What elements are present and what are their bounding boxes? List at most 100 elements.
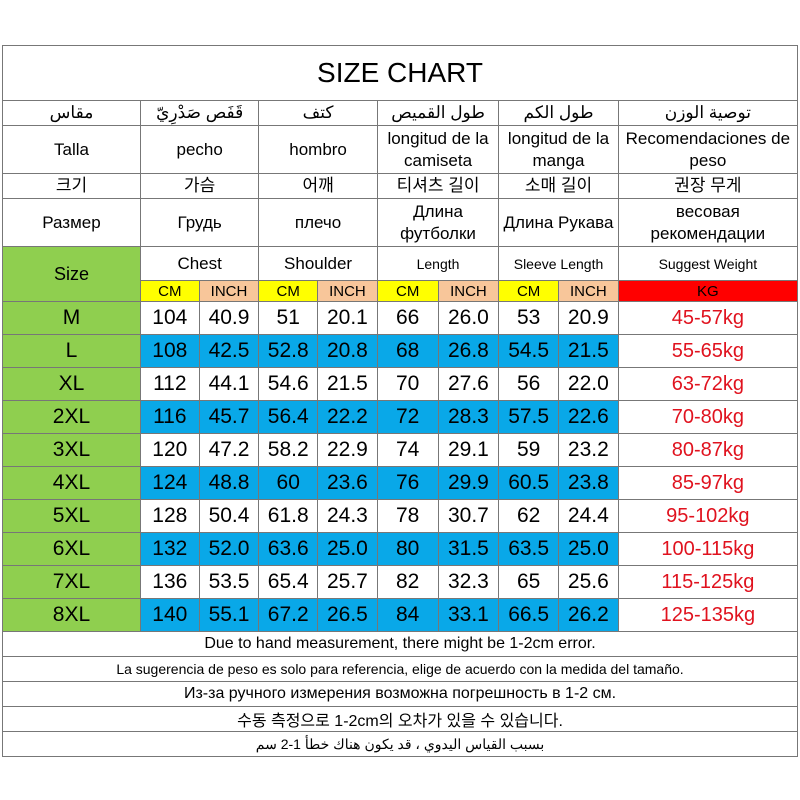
shoulder-inch-cell: 21.5 (317, 367, 378, 401)
footer-note-arabic: بسبب القياس اليدوي ، قد يكون هناك خطأ 1-… (2, 731, 798, 757)
shoulder-inch-cell: 20.1 (317, 301, 378, 335)
footer-note-russian: Из-за ручного измерения возможна погрешн… (2, 681, 798, 707)
unit-cm: CM (139, 280, 200, 302)
chart-title: SIZE CHART (2, 45, 798, 101)
shoulder-inch-cell: 20.8 (317, 334, 378, 368)
shoulder-cm-cell: 56.4 (258, 400, 319, 434)
sleeve-cm-cell: 63.5 (498, 532, 559, 566)
sleeve-cm-cell: 62 (498, 499, 559, 533)
sleeve-cm-cell: 59 (498, 433, 559, 467)
shoulder-inch-cell: 24.3 (317, 499, 378, 533)
unit-inch: INCH (317, 280, 378, 302)
table-row: 8XL 140 55.1 67.2 26.5 84 33.1 66.5 26.2 125-135k… (2, 598, 799, 632)
weight-cell: 80-87kg (617, 433, 799, 467)
spanish-label: longitud de la camiseta (376, 125, 500, 174)
shoulder-header: Shoulder (258, 246, 378, 281)
arabic-label: قَفَص صَدْرِيّ (139, 100, 260, 126)
chest-cm-cell: 136 (139, 565, 200, 599)
chest-cm-cell: 132 (139, 532, 200, 566)
length-cm-cell: 72 (376, 400, 439, 434)
sleeve-cm-cell: 57.5 (498, 400, 559, 434)
sleeve-inch-cell: 22.6 (558, 400, 619, 434)
chest-cm-cell: 116 (139, 400, 200, 434)
weight-cell: 45-57kg (617, 301, 799, 335)
shoulder-inch-cell: 22.2 (317, 400, 378, 434)
length-header: Length (376, 246, 500, 281)
length-cm-cell: 80 (376, 532, 439, 566)
korean-label: 티셔츠 길이 (376, 173, 500, 199)
length-inch-cell: 31.5 (437, 532, 500, 566)
chest-cm-cell: 124 (139, 466, 200, 500)
russian-label: Длина футболки (376, 198, 500, 247)
weight-cell: 70-80kg (617, 400, 799, 434)
size-cell: XL (2, 367, 141, 401)
suggest-weight-header: Suggest Weight (617, 246, 799, 281)
size-cell: 2XL (2, 400, 141, 434)
sleeve-cm-cell: 53 (498, 301, 559, 335)
shoulder-cm-cell: 52.8 (258, 334, 319, 368)
russian-label: плечо (258, 198, 378, 247)
sleeve-inch-cell: 25.0 (558, 532, 619, 566)
shoulder-cm-cell: 67.2 (258, 598, 319, 632)
length-cm-cell: 70 (376, 367, 439, 401)
length-cm-cell: 82 (376, 565, 439, 599)
shoulder-cm-cell: 63.6 (258, 532, 319, 566)
chest-inch-cell: 50.4 (198, 499, 260, 533)
table-row: 6XL 132 52.0 63.6 25.0 80 31.5 63.5 25.0 100-115k… (2, 532, 799, 566)
sleeve-inch-cell: 24.4 (558, 499, 619, 533)
arabic-label: طول الكم (498, 100, 619, 126)
weight-cell: 125-135kg (617, 598, 799, 632)
table-row: XL 112 44.1 54.6 21.5 70 27.6 56 22.0 63-72kg (2, 367, 799, 401)
sleeve-inch-cell: 26.2 (558, 598, 619, 632)
shoulder-cm-cell: 58.2 (258, 433, 319, 467)
russian-label: весовая рекомендации (617, 198, 799, 247)
arabic-label: مقاس (2, 100, 141, 126)
spanish-label: Talla (2, 125, 141, 174)
sleeve-cm-cell: 65 (498, 565, 559, 599)
chest-inch-cell: 53.5 (198, 565, 260, 599)
arabic-label: توصية الوزن (617, 100, 799, 126)
length-inch-cell: 27.6 (437, 367, 500, 401)
size-chart-table: SIZE CHART مقاس قَفَص صَدْرِيّ كتف طول ا… (2, 45, 799, 757)
table-row: 5XL 128 50.4 61.8 24.3 78 30.7 62 24.4 95-102kg (2, 499, 799, 533)
spanish-label: pecho (139, 125, 260, 174)
sleeve-cm-cell: 54.5 (498, 334, 559, 368)
length-inch-cell: 29.1 (437, 433, 500, 467)
shoulder-inch-cell: 26.5 (317, 598, 378, 632)
chest-cm-cell: 128 (139, 499, 200, 533)
size-cell: 3XL (2, 433, 141, 467)
chest-inch-cell: 45.7 (198, 400, 260, 434)
chest-inch-cell: 47.2 (198, 433, 260, 467)
sleeve-cm-cell: 60.5 (498, 466, 559, 500)
chest-inch-cell: 42.5 (198, 334, 260, 368)
chest-cm-cell: 104 (139, 301, 200, 335)
sleeve-cm-cell: 66.5 (498, 598, 559, 632)
sleeve-inch-cell: 23.8 (558, 466, 619, 500)
size-cell: 6XL (2, 532, 141, 566)
length-cm-cell: 74 (376, 433, 439, 467)
weight-cell: 100-115kg (617, 532, 799, 566)
shoulder-inch-cell: 22.9 (317, 433, 378, 467)
arabic-header-row: مقاس قَفَص صَدْرِيّ كتف طول القميص طول ا… (2, 100, 799, 126)
length-inch-cell: 26.8 (437, 334, 500, 368)
sleeve-inch-cell: 23.2 (558, 433, 619, 467)
unit-cm: CM (258, 280, 319, 302)
korean-label: 크기 (2, 173, 141, 199)
unit-kg: KG (617, 280, 799, 302)
weight-cell: 63-72kg (617, 367, 799, 401)
korean-label: 어깨 (258, 173, 378, 199)
chest-inch-cell: 40.9 (198, 301, 260, 335)
length-inch-cell: 33.1 (437, 598, 500, 632)
sleeve-inch-cell: 21.5 (558, 334, 619, 368)
shoulder-cm-cell: 54.6 (258, 367, 319, 401)
chest-cm-cell: 108 (139, 334, 200, 368)
korean-header-row: 크기 가슴 어깨 티셔츠 길이 소매 길이 권장 무게 (2, 173, 799, 199)
table-row: 2XL 116 45.7 56.4 22.2 72 28.3 57.5 22.6 70-80kg (2, 400, 799, 434)
spanish-label: hombro (258, 125, 378, 174)
sleeve-length-header: Sleeve Length (498, 246, 619, 281)
spanish-label: Recomendaciones de peso (617, 125, 799, 174)
shoulder-inch-cell: 23.6 (317, 466, 378, 500)
korean-label: 권장 무게 (617, 173, 799, 199)
chest-inch-cell: 52.0 (198, 532, 260, 566)
